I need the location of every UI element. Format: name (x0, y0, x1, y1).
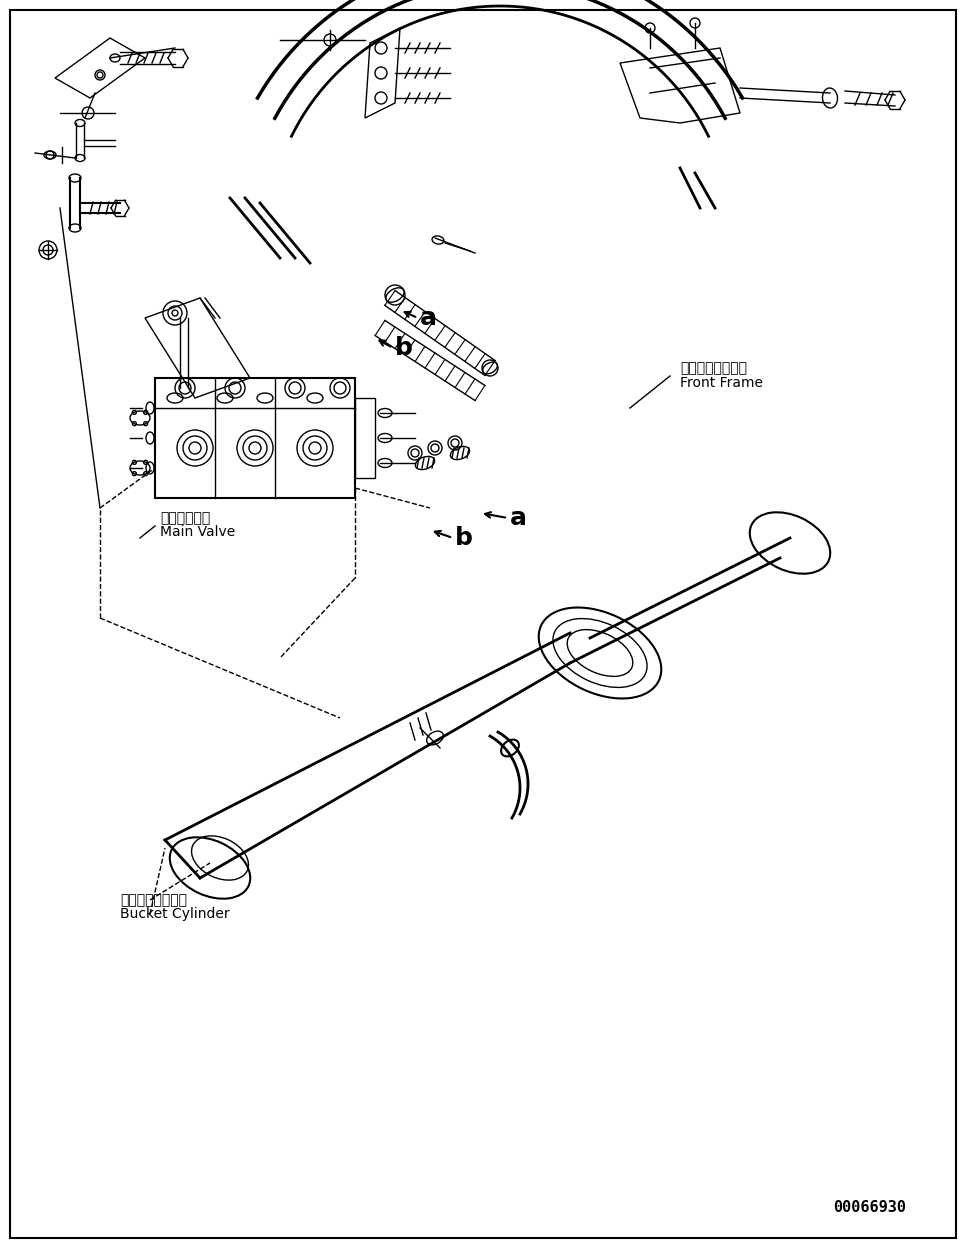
Bar (355, 398, 375, 478)
Text: 00066930: 00066930 (834, 1200, 906, 1215)
Text: フロントフレーム: フロントフレーム (680, 361, 747, 375)
Text: Main Valve: Main Valve (160, 525, 236, 538)
Text: a: a (510, 506, 527, 530)
Text: バケットシリンダ: バケットシリンダ (120, 893, 187, 907)
Text: Bucket Cylinder: Bucket Cylinder (120, 907, 230, 921)
Text: a: a (420, 306, 437, 330)
Text: メインバルブ: メインバルブ (160, 511, 211, 525)
Text: b: b (395, 336, 412, 360)
Text: b: b (455, 526, 473, 550)
Bar (155, 377, 355, 498)
Text: Front Frame: Front Frame (680, 376, 763, 390)
